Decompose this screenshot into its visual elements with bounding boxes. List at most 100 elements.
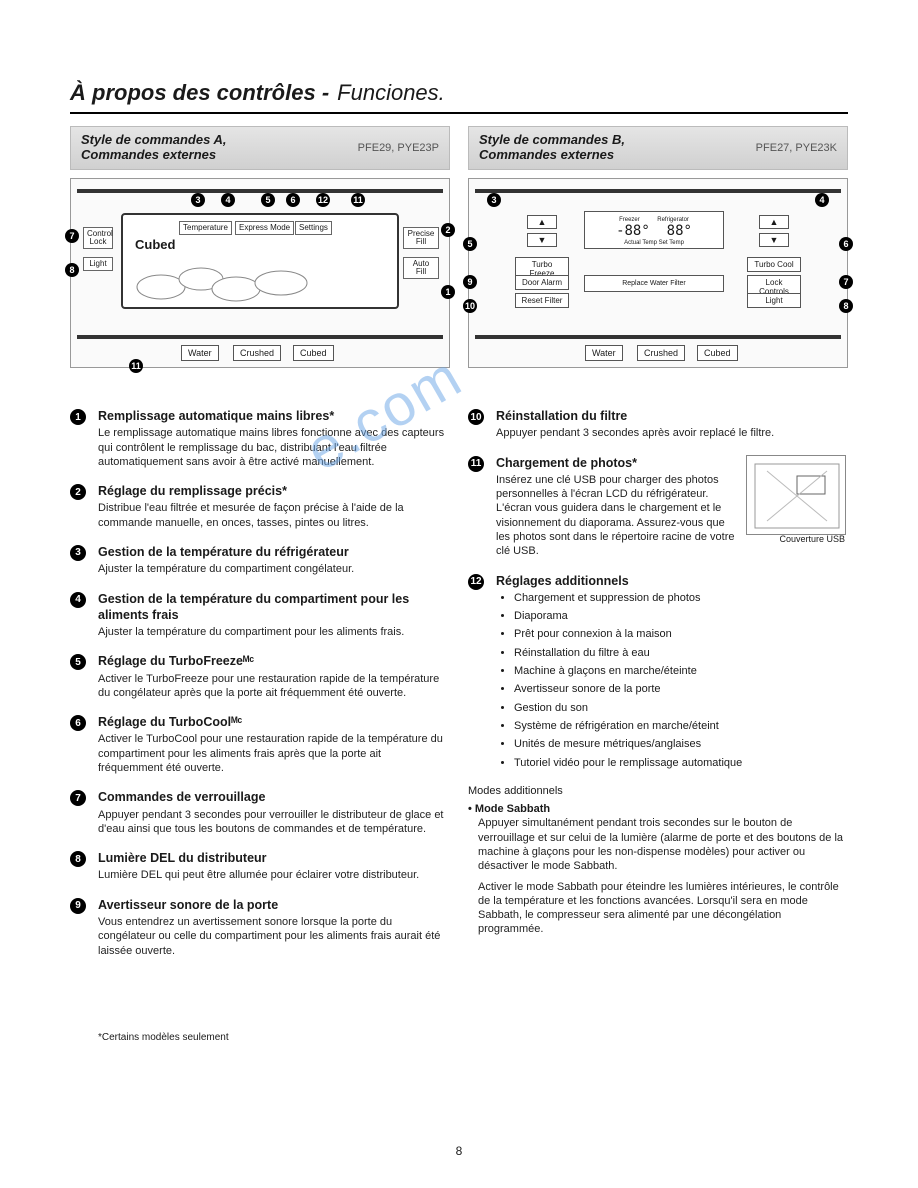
btn-water-b: Water [585, 345, 623, 361]
btn-temperature: Temperature [179, 221, 232, 235]
b-callout-6: 6 [839, 237, 853, 251]
num-badge: 4 [70, 592, 86, 608]
mode-sabbath-title: • Mode Sabbath [468, 802, 846, 816]
item-body: Activer le TurboFreeze pour une restaura… [98, 672, 448, 701]
panel-b-models: PFE27, PYE23K [756, 142, 837, 154]
b-callout-9: 9 [463, 275, 477, 289]
diagram-panels: Style de commandes A, Commandes externes… [70, 126, 848, 368]
panel-a-header-l1: Style de commandes A, [81, 132, 226, 147]
feature-item: 6 Réglage du TurboCoolᴹᶜ Activer le Turb… [70, 714, 448, 775]
item-title: Réglage du TurboCoolᴹᶜ [98, 714, 448, 730]
callout-4: 4 [221, 193, 235, 207]
item-12-title: Réglages additionnels [496, 573, 846, 589]
num-badge: 3 [70, 545, 86, 561]
bullet-item: Avertisseur sonore de la porte [514, 682, 846, 696]
feature-item: 1 Remplissage automatique mains libres* … [70, 408, 448, 469]
item-title: Gestion de la température du réfrigérate… [98, 544, 448, 560]
btn-cubed-b: Cubed [697, 345, 738, 361]
num-badge: 9 [70, 898, 86, 914]
item-12-bullets: Chargement et suppression de photosDiapo… [496, 591, 846, 770]
feature-item: 3 Gestion de la température du réfrigéra… [70, 544, 448, 577]
freezer-up-icon: ▲ [527, 215, 557, 229]
num-badge: 8 [70, 851, 86, 867]
num-badge: 11 [468, 456, 484, 472]
panel-b-header: Style de commandes B, Commandes externes… [468, 126, 848, 170]
item-title: Réinstallation du filtre [496, 408, 846, 424]
panel-a-models: PFE29, PYE23P [358, 142, 439, 154]
btn-express-mode: Express Mode [235, 221, 294, 235]
item-body: Insérez une clé USB pour charger des pho… [496, 473, 738, 559]
content-columns: 1 Remplissage automatique mains libres* … [70, 408, 848, 972]
feature-item: 11 Chargement de photos* Insérez une clé… [468, 455, 846, 559]
item-body: Ajuster la température du compartiment c… [98, 562, 448, 576]
item-title: Chargement de photos* [496, 455, 738, 471]
callout-8: 8 [65, 263, 79, 277]
bullet-item: Tutoriel vidéo pour le remplissage autom… [514, 756, 846, 770]
display-cubed: Cubed [135, 237, 175, 252]
footnote: *Certains modèles seulement [98, 1032, 848, 1043]
usb-figure: Couverture USB [746, 455, 846, 535]
panel-a-header-l2: Commandes externes [81, 147, 216, 162]
bullet-item: Prêt pour connexion à la maison [514, 627, 846, 641]
btn-precise-fill: Precise Fill [403, 227, 439, 249]
feature-item: 9 Avertisseur sonore de la porte Vous en… [70, 897, 448, 958]
item-title: Commandes de verrouillage [98, 789, 448, 805]
num-badge: 7 [70, 790, 86, 806]
feature-item: 5 Réglage du TurboFreezeᴹᶜ Activer le Tu… [70, 653, 448, 700]
panel-a-header: Style de commandes A, Commandes externes… [70, 126, 450, 170]
bullet-item: Chargement et suppression de photos [514, 591, 846, 605]
callout-1: 1 [441, 285, 455, 299]
item-body: Vous entendrez un avertissement sonore l… [98, 915, 448, 958]
b-callout-8: 8 [839, 299, 853, 313]
num-badge: 10 [468, 409, 484, 425]
panel-b-header-l2: Commandes externes [479, 147, 614, 162]
bullet-item: Réinstallation du filtre à eau [514, 646, 846, 660]
item-body: Ajuster la température du compartiment p… [98, 625, 448, 639]
btn-auto-fill: Auto Fill [403, 257, 439, 279]
btn-light: Light [83, 257, 113, 271]
mode-sabbath-p2: Activer le mode Sabbath pour éteindre le… [478, 880, 846, 937]
callout-3: 3 [191, 193, 205, 207]
fridge-down-icon: ▼ [759, 233, 789, 247]
bullet-item: Gestion du son [514, 701, 846, 715]
btn-cubed-a: Cubed [293, 345, 334, 361]
callout-6: 6 [286, 193, 300, 207]
callout-12: 12 [316, 193, 330, 207]
bullet-item: Machine à glaçons en marche/éteinte [514, 664, 846, 678]
btn-crushed-a: Crushed [233, 345, 281, 361]
feature-item: 10 Réinstallation du filtre Appuyer pend… [468, 408, 846, 441]
usb-caption: Couverture USB [779, 534, 845, 546]
page-title: À propos des contrôles - Funciones. [70, 80, 848, 114]
b-callout-4: 4 [815, 193, 829, 207]
feature-item: 4 Gestion de la température du compartim… [70, 591, 448, 640]
bullet-item: Unités de mesure métriques/anglaises [514, 737, 846, 751]
freezer-down-icon: ▼ [527, 233, 557, 247]
item-body: Activer le TurboCool pour une restaurati… [98, 732, 448, 775]
item-12: 12 Réglages additionnels Chargement et s… [468, 573, 846, 770]
callout-5: 5 [261, 193, 275, 207]
feature-item: 7 Commandes de verrouillage Appuyer pend… [70, 789, 448, 836]
page-number: 8 [456, 1144, 463, 1158]
bullet-item: Système de réfrigération en marche/étein… [514, 719, 846, 733]
panel-b-header-l1: Style de commandes B, [479, 132, 625, 147]
b-callout-7: 7 [839, 275, 853, 289]
item-body: Lumière DEL qui peut être allumée pour é… [98, 868, 448, 882]
panel-a-diagram: Temperature Express Mode Settings Cubed … [70, 178, 450, 368]
callout-11a: 11 [351, 193, 365, 207]
btn-settings: Settings [295, 221, 332, 235]
num-badge: 6 [70, 715, 86, 731]
b-callout-5: 5 [463, 237, 477, 251]
panel-b: Style de commandes B, Commandes externes… [468, 126, 848, 368]
btn-water-a: Water [181, 345, 219, 361]
item-title: Remplissage automatique mains libres* [98, 408, 448, 424]
item-body: Distribue l'eau filtrée et mesurée de fa… [98, 501, 448, 530]
btn-door-alarm: Door Alarm [515, 275, 569, 290]
b-callout-3: 3 [487, 193, 501, 207]
right-column: 10 Réinstallation du filtre Appuyer pend… [468, 408, 846, 972]
b-callout-10: 10 [463, 299, 477, 313]
temp-display: Freezer Refrigerator -88° 88° Actual Tem… [584, 211, 724, 249]
callout-7: 7 [65, 229, 79, 243]
ice-graphic [131, 259, 331, 303]
title-bold: À propos des contrôles - [70, 80, 329, 106]
item-body: Appuyer pendant 3 secondes après avoir r… [496, 426, 846, 440]
